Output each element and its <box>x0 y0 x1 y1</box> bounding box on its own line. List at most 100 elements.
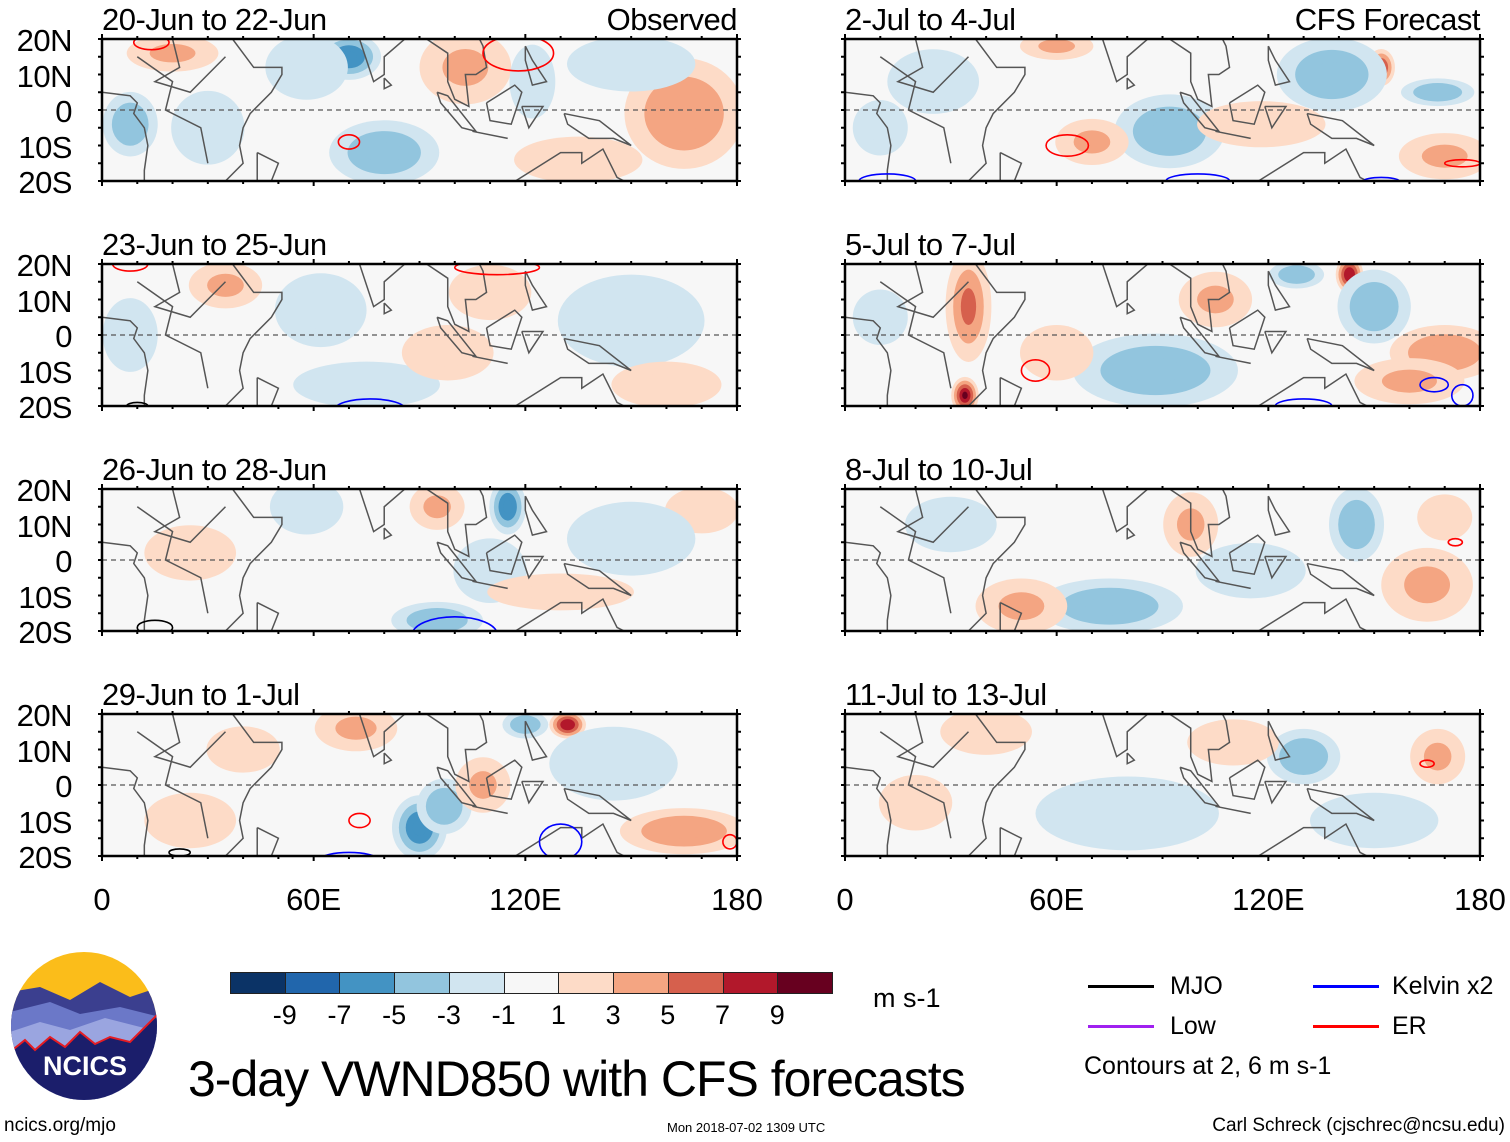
wind-anomaly-patch <box>1426 343 1464 362</box>
wind-anomaly-patch <box>207 273 244 297</box>
coastline <box>485 309 523 351</box>
coastline <box>1306 337 1375 372</box>
coastline <box>514 822 625 856</box>
ncics-logo: NCICS <box>11 952 157 1100</box>
coastline <box>999 376 1023 406</box>
colorbar-label: -3 <box>436 1000 461 1030</box>
coastline <box>1179 766 1221 808</box>
wind-anomaly-patch <box>424 338 471 367</box>
colorbar-label: 1 <box>550 1000 566 1030</box>
wind-anomaly-patch <box>683 498 721 522</box>
wind-anomaly-patch <box>1291 747 1316 766</box>
panel-title: 2-Jul to 4-Jul <box>845 2 1016 37</box>
coastline <box>845 766 892 856</box>
map-panel <box>98 484 741 636</box>
wind-anomaly-patch <box>1346 270 1353 279</box>
figure-title: 3-day VWND850 with CFS forecasts <box>188 1051 966 1107</box>
x-axis-label: 120E <box>1232 882 1305 917</box>
colorbar-label: -7 <box>327 1000 352 1030</box>
coastline <box>1101 264 1149 308</box>
wind-anomaly-patch <box>866 303 895 332</box>
coastline <box>256 151 280 181</box>
map-panel <box>98 34 741 186</box>
kelvin-contour <box>538 823 583 856</box>
svg-text:NCICS: NCICS <box>43 1051 127 1081</box>
coastline <box>436 541 478 583</box>
wind-anomaly-patch <box>365 141 403 164</box>
coastline <box>102 541 149 631</box>
wind-anomaly-patch <box>421 614 453 627</box>
y-axis-label: 10S <box>18 129 72 165</box>
wind-anomaly-patch <box>664 95 704 133</box>
colorbar-swatch <box>558 972 615 994</box>
wind-anomaly-patch <box>599 50 664 78</box>
coastline <box>524 45 548 87</box>
colorbar-label: -5 <box>382 1000 407 1030</box>
colorbar-swatch <box>339 972 396 994</box>
coastline <box>102 766 149 856</box>
coastline <box>845 541 892 631</box>
coastline <box>485 759 523 801</box>
coastline <box>426 489 488 558</box>
map-panel <box>841 484 1484 636</box>
x-axis-label: 60E <box>1029 882 1085 917</box>
x-axis-label: 120E <box>489 882 562 917</box>
coastline <box>214 714 283 856</box>
coastline <box>1101 714 1149 758</box>
er-contour <box>1419 759 1435 769</box>
coastline <box>563 337 632 372</box>
x-axis-label: 60E <box>286 882 342 917</box>
map-panel <box>841 709 1484 861</box>
wind-anomaly-patch <box>224 737 262 762</box>
y-axis-label: 20S <box>18 615 72 650</box>
er-contour <box>482 39 555 72</box>
coastline <box>563 787 632 822</box>
map-panel <box>98 259 741 411</box>
mjo-contour <box>136 619 174 631</box>
coastline <box>1267 720 1291 762</box>
coastline <box>1179 316 1221 358</box>
x-axis-label: 180 <box>711 882 763 917</box>
map-panel <box>98 709 741 861</box>
wind-anomaly-patch <box>1223 556 1279 585</box>
colorbar-swatch <box>777 972 833 994</box>
legend-note: Contours at 2, 6 m s-1 <box>1084 1052 1332 1080</box>
y-axis-label: 10S <box>18 354 72 390</box>
colorbar-swatch <box>613 972 669 994</box>
legend-low-label: Low <box>1170 1012 1216 1040</box>
coastline <box>1215 130 1251 140</box>
coastline <box>1126 77 1136 90</box>
coastline <box>1101 489 1149 533</box>
coastline <box>1228 534 1266 576</box>
wind-anomaly-patch <box>662 823 706 839</box>
coastline <box>1257 822 1368 856</box>
coastline <box>563 562 632 597</box>
wind-anomaly-patch <box>1127 358 1183 383</box>
wind-anomaly-patch <box>423 495 451 519</box>
coastline <box>426 264 488 333</box>
wind-anomaly-patch <box>1421 144 1468 168</box>
wind-anomaly-patch <box>546 148 611 172</box>
footer-author: Carl Schreck (cjschrec@ncsu.edu) <box>1212 1115 1505 1136</box>
er-contour <box>1447 537 1464 547</box>
coastline <box>957 714 1026 856</box>
panel-title: 23-Jun to 25-Jun <box>102 227 327 262</box>
colorbar-swatch <box>394 972 450 994</box>
wind-anomaly-patch <box>167 539 214 567</box>
wind-anomaly-patch <box>563 721 572 728</box>
map-panel <box>841 259 1484 411</box>
wind-anomaly-patch <box>1381 369 1437 393</box>
coastline <box>845 316 892 406</box>
wind-anomaly-patch <box>121 113 140 135</box>
coastline <box>1257 147 1368 181</box>
coastline <box>383 752 393 765</box>
coastline <box>1169 264 1231 333</box>
y-axis-label: 10S <box>18 804 72 840</box>
coastline <box>102 91 149 181</box>
coastline <box>1215 805 1251 815</box>
wind-anomaly-patch <box>1404 566 1451 604</box>
wind-anomaly-patch <box>897 788 934 817</box>
wind-anomaly-patch <box>435 797 454 816</box>
er-contour <box>1045 134 1090 157</box>
er-contour <box>132 39 170 51</box>
